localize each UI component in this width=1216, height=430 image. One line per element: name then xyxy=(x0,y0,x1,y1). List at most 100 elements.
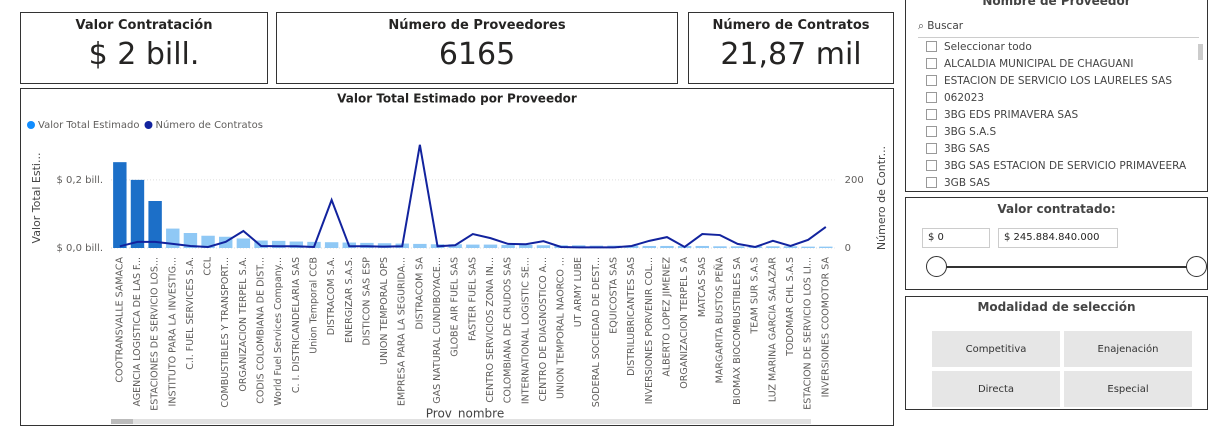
slicer-list: Seleccionar todo ALCALDIA MUNICIPAL DE CH… xyxy=(918,37,1199,191)
modality-button[interactable]: Directa xyxy=(932,371,1060,407)
checkbox[interactable] xyxy=(926,143,937,154)
checkbox[interactable] xyxy=(926,75,937,86)
x-tick-label: DISTRACOM SA xyxy=(414,256,425,329)
x-tick-label: COOTRANSVALLE SAMACA xyxy=(114,257,125,383)
bar xyxy=(271,240,286,248)
x-tick-label: CENTRO DE DIAGNOSTICO A... xyxy=(538,257,549,402)
x-tick-label: INVERSIONES COOMOTOR SA xyxy=(820,257,831,398)
item-label: 3BG SAS ESTACION DE SERVICIO PRIMAVEERA xyxy=(944,159,1187,172)
modality-button[interactable]: Enajenación xyxy=(1064,331,1192,367)
checkbox[interactable] xyxy=(926,41,937,52)
x-tick-label: TEAM SUR S.A.S xyxy=(750,257,761,335)
modality-button[interactable]: Competitiva xyxy=(932,331,1060,367)
item-label: 3BG EDS PRIMAVERA SAS xyxy=(944,108,1079,121)
bar xyxy=(519,244,533,248)
kpi-card: Valor Contratación $ 2 bill. xyxy=(20,12,268,84)
checkbox[interactable] xyxy=(926,160,937,171)
x-tick-label: CCL xyxy=(203,256,214,275)
kpi-card: Número de Proveedores 6165 xyxy=(276,12,678,84)
slicer-item[interactable]: Seleccionar todo xyxy=(918,38,1199,55)
range-handle[interactable] xyxy=(1186,256,1207,277)
x-tick-label: C.I. FUEL SERVICES S.A. xyxy=(185,257,196,370)
item-label: ESTACION DE SERVICIO LOS LAURELES SAS xyxy=(944,74,1172,87)
x-tick-label: CENTRO SERVICIOS ZONA IN... xyxy=(485,257,496,403)
item-label: 3BG SAS xyxy=(944,142,990,155)
y-axis-title: Valor Total Esti... xyxy=(30,153,43,244)
checkbox[interactable] xyxy=(926,109,937,120)
legend-marker xyxy=(27,121,35,129)
bar xyxy=(377,243,392,248)
x-tick-label: TODOMAR CHL S.A.S xyxy=(785,257,796,357)
range-handle[interactable] xyxy=(926,256,947,277)
y2-tick-label: 200 xyxy=(845,175,864,186)
slicer-item[interactable]: ALCALDIA MUNICIPAL DE CHAGUANI xyxy=(918,55,1199,72)
item-label: 3GB SAS xyxy=(944,176,991,189)
chart: Valor Total Estimado por Proveedor Prov_… xyxy=(27,92,888,424)
card-value: 6165 xyxy=(438,37,516,72)
x-tick-label: COLOMBIANA DE CRUDOS SAS xyxy=(503,257,514,403)
range-track xyxy=(936,266,1198,268)
slicer-item[interactable]: 3BG EDS PRIMAVERA SAS xyxy=(918,106,1199,123)
modality-button[interactable]: Especial xyxy=(1064,371,1192,407)
bar xyxy=(766,246,780,248)
scrollbar-thumb[interactable] xyxy=(111,419,133,424)
slicer-item[interactable]: 3GB SAS xyxy=(918,174,1199,191)
x-tick-label: DISTICON SAS ESP xyxy=(361,257,372,346)
bar xyxy=(483,244,498,248)
slicer-item[interactable]: 3BG SAS xyxy=(918,140,1199,157)
legend-label: Número de Contratos xyxy=(155,119,262,131)
slicer: Nombre de Proveedor ⌕ Buscar Seleccionar… xyxy=(905,0,1208,192)
x-tick-label: ALBERTO LOPEZ JIMENEZ xyxy=(661,257,672,377)
bar xyxy=(289,241,304,248)
item-label: 3BG S.A.S xyxy=(944,125,997,138)
range-title: Valor contratado: xyxy=(997,202,1116,216)
bar xyxy=(536,245,551,248)
bar xyxy=(236,238,251,248)
chart-title: Valor Total Estimado por Proveedor xyxy=(337,92,577,106)
x-tick-label: FASTER FUEL SAS xyxy=(467,257,478,341)
bar xyxy=(413,243,427,248)
card-title: Número de Proveedores xyxy=(388,18,566,33)
range-max[interactable]: $ 245.884.840.000 xyxy=(998,228,1118,248)
bar xyxy=(660,245,674,248)
kpi-card: Número de Contratos 21,87 mil xyxy=(688,12,894,84)
search-box[interactable]: ⌕ Buscar xyxy=(918,20,964,32)
x-tick-label: DISTRILUBRICANTES SAS xyxy=(626,257,637,376)
slicer-item[interactable]: 062023 xyxy=(918,89,1199,106)
checkbox[interactable] xyxy=(926,58,937,69)
x-tick-label: CODIS COLOMBIANA DE DIST... xyxy=(256,257,267,404)
chart-panel: Valor Total Estimado por Proveedor Prov_… xyxy=(20,88,894,426)
slicer-item[interactable]: ESTACION DE SERVICIO LOS LAURELES SAS xyxy=(918,72,1199,89)
x-tick-label: MARGARITA BUSTOS PEÑA xyxy=(714,257,725,384)
checkbox[interactable] xyxy=(926,92,937,103)
bar xyxy=(201,235,215,248)
y-tick-label: $ 0,2 bill. xyxy=(57,175,103,186)
range-min[interactable]: $ 0 xyxy=(922,228,990,248)
x-tick-label: UT ARMY LUBE xyxy=(573,257,584,327)
modality-title: Modalidad de selección xyxy=(977,300,1136,314)
slicer-item[interactable]: 3BG S.A.S xyxy=(918,123,1199,140)
range-slicer: Valor contratado: $ 0 $ 245.884.840.000 xyxy=(905,197,1208,290)
bar xyxy=(783,246,798,248)
x-tick-label: GAS NATURAL CUNDIBOYACE... xyxy=(432,257,443,404)
x-tick-label: C. I. DISTRICANDELARIA SAS xyxy=(291,257,302,393)
bar xyxy=(148,200,162,248)
checkbox[interactable] xyxy=(926,126,937,137)
legend-marker xyxy=(144,121,153,129)
x-tick-label: COMBUSTIBLES Y TRANSPORT... xyxy=(220,257,231,408)
slicer-item[interactable]: 3BG SAS ESTACION DE SERVICIO PRIMAVEERA xyxy=(918,157,1199,174)
bar xyxy=(324,242,339,248)
list-scrollbar[interactable] xyxy=(1198,44,1203,60)
x-tick-label: ORGANIZACION TERPEL S A xyxy=(679,257,690,389)
scrollbar[interactable] xyxy=(111,419,811,424)
bar xyxy=(819,246,833,248)
item-label: 062023 xyxy=(944,91,985,104)
bar xyxy=(130,179,145,248)
x-tick-label: INSTITUTO PARA LA INVESTIG... xyxy=(167,257,178,406)
x-tick-label: ORGANIZACION TERPEL S.A. xyxy=(238,257,249,392)
bar xyxy=(801,246,815,248)
x-tick-label: GLOBE AIR FUEL SAS xyxy=(450,257,461,357)
bar xyxy=(730,246,745,248)
checkbox[interactable] xyxy=(926,177,937,188)
